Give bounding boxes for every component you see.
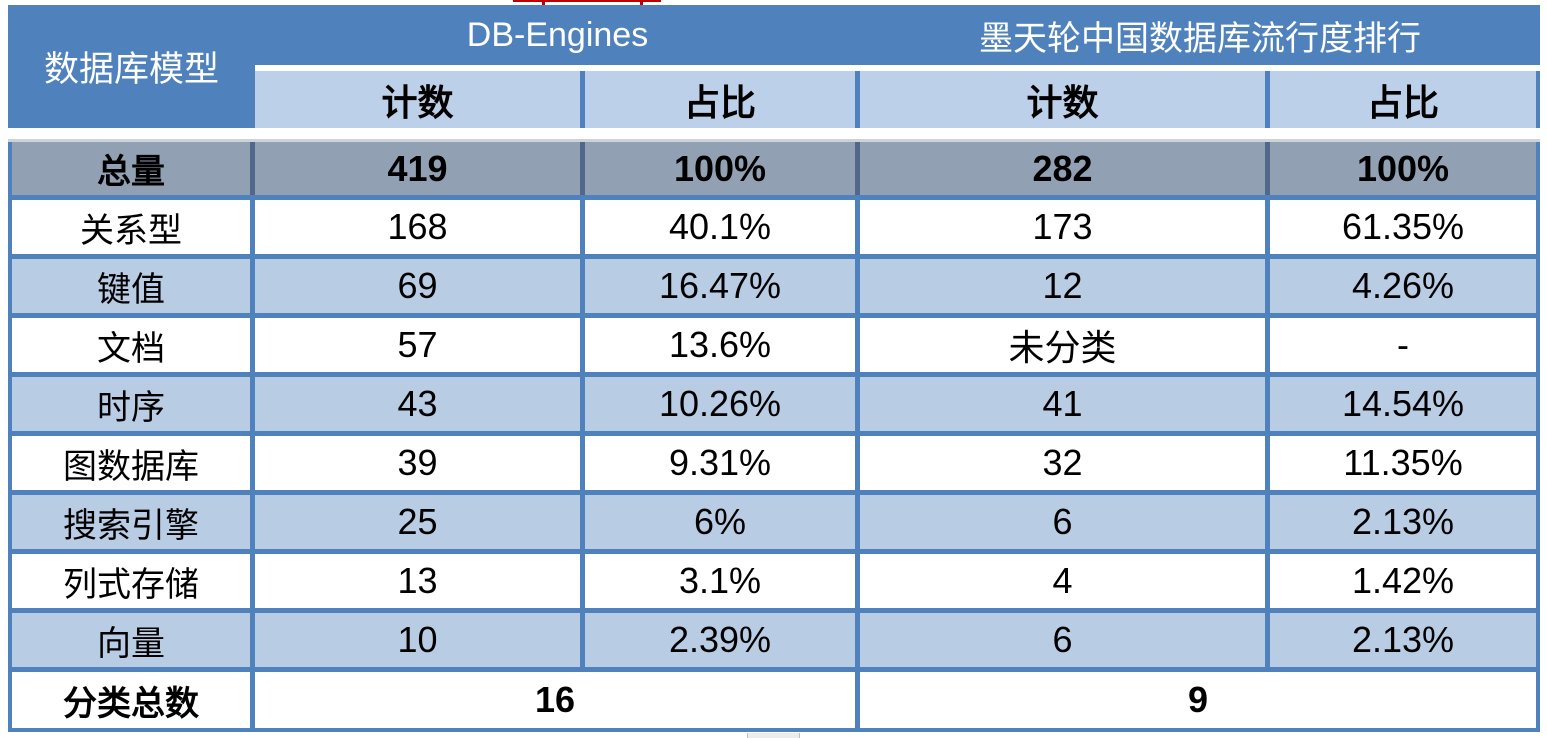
cell-value: 10: [255, 613, 585, 667]
header-separator: [8, 128, 1540, 139]
cell-value: 11.35%: [1270, 436, 1540, 490]
cell-value: 未分类: [860, 318, 1270, 372]
cell-value: 4.26%: [1270, 259, 1540, 313]
row-label: 图数据库: [8, 436, 255, 490]
cell-value: 16.47%: [585, 259, 860, 313]
cell-value: 419: [255, 142, 585, 195]
row-separator: [8, 372, 1540, 377]
cell-value: 13: [255, 554, 585, 608]
red-annotation-tick: [640, 0, 643, 6]
corner-header-cell: 数据库模型: [8, 5, 255, 128]
cell-value: 40.1%: [585, 200, 860, 254]
cell-value: 100%: [585, 142, 860, 195]
table-header: 数据库模型 DB-Engines 墨天轮中国数据库流行度排行 计数 占比 计数 …: [8, 5, 1540, 128]
row-separator: [8, 549, 1540, 554]
row-separator: [8, 490, 1540, 495]
table-row: 关系型 168 40.1% 173 61.35%: [8, 200, 1540, 254]
row-label: 时序: [8, 377, 255, 431]
row-separator: [8, 195, 1540, 200]
subheader-cell-share: 占比: [1270, 71, 1540, 128]
cell-value: 173: [860, 200, 1270, 254]
row-separator: [8, 667, 1540, 672]
row-label: 关系型: [8, 200, 255, 254]
header-right: DB-Engines 墨天轮中国数据库流行度排行 计数 占比 计数 占比: [255, 5, 1540, 128]
cell-value: 4: [860, 554, 1270, 608]
table-row: 时序 43 10.26% 41 14.54%: [8, 377, 1540, 431]
row-separator: [8, 254, 1540, 259]
row-label: 文档: [8, 318, 255, 372]
group-header-db-engines: DB-Engines: [466, 15, 649, 54]
row-label: 分类总数: [8, 672, 255, 728]
cell-value: 16: [255, 672, 860, 728]
cell-value: 69: [255, 259, 585, 313]
row-separator: [8, 313, 1540, 318]
cell-value: 6%: [585, 495, 860, 549]
cell-value: 32: [860, 436, 1270, 490]
subheader-cell-count: 计数: [860, 71, 1270, 128]
cell-value: 100%: [1270, 142, 1540, 195]
table-row: 图数据库 39 9.31% 32 11.35%: [8, 436, 1540, 490]
cell-value: 168: [255, 200, 585, 254]
table-row: 列式存储 13 3.1% 4 1.42%: [8, 554, 1540, 608]
table-row-summary: 分类总数 16 9: [8, 672, 1540, 728]
subheader-cell-count: 计数: [255, 71, 585, 128]
table-row: 向量 10 2.39% 6 2.13%: [8, 613, 1540, 667]
cell-value: 43: [255, 377, 585, 431]
red-annotation-tick: [542, 0, 545, 6]
cell-value: 282: [860, 142, 1270, 195]
row-label: 搜索引擎: [8, 495, 255, 549]
row-label: 列式存储: [8, 554, 255, 608]
row-label: 向量: [8, 613, 255, 667]
table-row: 搜索引擎 25 6% 6 2.13%: [8, 495, 1540, 549]
row-label: 键值: [8, 259, 255, 313]
cell-value: -: [1270, 318, 1540, 372]
header-gap: [255, 65, 1540, 71]
cell-value: 2.13%: [1270, 495, 1540, 549]
cell-value: 2.13%: [1270, 613, 1540, 667]
cell-value: 13.6%: [585, 318, 860, 372]
database-model-table: 数据库模型 DB-Engines 墨天轮中国数据库流行度排行 计数 占比 计数 …: [8, 5, 1540, 732]
cell-value: 10.26%: [585, 377, 860, 431]
cell-value: 9.31%: [585, 436, 860, 490]
cell-value: 12: [860, 259, 1270, 313]
cell-value: 6: [860, 495, 1270, 549]
cell-remnant: [747, 733, 800, 738]
row-label: 总量: [8, 142, 255, 195]
cell-value: 61.35%: [1270, 200, 1540, 254]
table-row: 键值 69 16.47% 12 4.26%: [8, 259, 1540, 313]
cell-value: 6: [860, 613, 1270, 667]
cell-value: 2.39%: [585, 613, 860, 667]
cell-value: 25: [255, 495, 585, 549]
cell-value: 3.1%: [585, 554, 860, 608]
table-row-total: 总量 419 100% 282 100%: [8, 139, 1540, 195]
cell-value: 39: [255, 436, 585, 490]
table-bottom-border: [8, 728, 1540, 732]
group-header-modb: 墨天轮中国数据库流行度排行: [979, 20, 1421, 58]
cell-value: 14.54%: [1270, 377, 1540, 431]
group-header-band: DB-Engines 墨天轮中国数据库流行度排行: [255, 5, 1540, 65]
row-separator: [8, 608, 1540, 613]
row-separator: [8, 431, 1540, 436]
cell-value: 9: [860, 672, 1540, 728]
table-row: 文档 57 13.6% 未分类 -: [8, 318, 1540, 372]
cell-value: 41: [860, 377, 1270, 431]
cell-value: 1.42%: [1270, 554, 1540, 608]
subheader-cell-share: 占比: [585, 71, 860, 128]
red-annotation-fragment: [513, 0, 661, 2]
subheader-row: 计数 占比 计数 占比: [255, 71, 1540, 128]
cell-value: 57: [255, 318, 585, 372]
